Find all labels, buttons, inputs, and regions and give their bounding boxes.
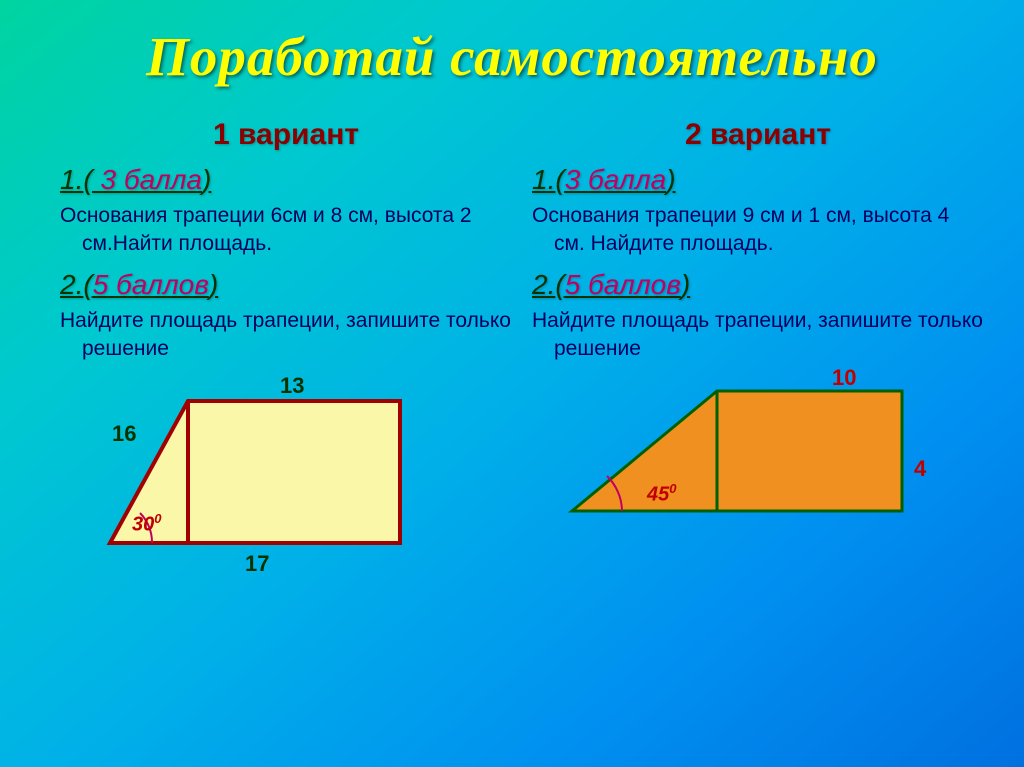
v2-t1-points: 3 балла: [565, 164, 667, 195]
v1-label-hyp: 16: [112, 421, 136, 447]
v2-svg: [552, 371, 952, 531]
v2-t1-paren: (: [555, 164, 564, 195]
v1-t2-paren: (: [83, 269, 92, 300]
v1-label-bottom: 17: [245, 551, 269, 577]
v1-label-top: 13: [280, 373, 304, 399]
v1-svg: [100, 371, 460, 591]
v2-angle-sup: 0: [669, 481, 676, 496]
variant-2: 2 вариант 1.(3 балла) Основания трапеции…: [532, 118, 984, 591]
v1-task1-text: Основания трапеции 6см и 8 см, высота 2 …: [60, 202, 512, 259]
v1-label-angle: 300: [132, 511, 161, 537]
v1-t1-points: 3 балла: [100, 164, 202, 195]
v2-label-right: 4: [914, 456, 926, 482]
v2-t2-paren: (: [555, 269, 564, 300]
v2-angle-val: 45: [647, 484, 669, 506]
v1-header: 1 вариант: [60, 118, 512, 152]
v2-task2-label: 2.(5 баллов): [532, 269, 984, 301]
v2-diagram: 10 4 450: [552, 371, 952, 551]
v1-t2-num: 2.: [60, 269, 83, 300]
v1-angle-sup: 0: [154, 511, 161, 526]
v2-label-top: 10: [832, 365, 856, 391]
v2-label-angle: 450: [647, 481, 676, 507]
v2-t2-close: ): [681, 269, 690, 300]
page-title: Поработай самостоятельно: [0, 0, 1024, 88]
v1-task2-text: Найдите площадь трапеции, запишите тольк…: [60, 307, 512, 364]
v1-t1-close: ): [202, 164, 211, 195]
columns: 1 вариант 1.( 3 балла) Основания трапеци…: [0, 88, 1024, 591]
v2-header: 2 вариант: [532, 118, 984, 152]
v2-task1-label: 1.(3 балла): [532, 164, 984, 196]
v1-angle-val: 30: [132, 514, 154, 536]
variant-1: 1 вариант 1.( 3 балла) Основания трапеци…: [60, 118, 512, 591]
v2-trapezoid: [572, 391, 902, 511]
v2-t2-points: 5 баллов: [565, 269, 681, 300]
v2-task1-text: Основания трапеции 9 см и 1 см, высота 4…: [532, 202, 984, 259]
v2-t1-close: ): [666, 164, 675, 195]
v2-t1-num: 1.: [532, 164, 555, 195]
v1-diagram: 13 16 300 17: [100, 371, 460, 591]
v1-task2-label: 2.(5 баллов): [60, 269, 512, 301]
v2-t2-num: 2.: [532, 269, 555, 300]
v1-t2-points: 5 баллов: [93, 269, 209, 300]
v1-t1-num: 1.: [60, 164, 83, 195]
v2-task2-text: Найдите площадь трапеции, запишите тольк…: [532, 307, 984, 364]
v1-task1-label: 1.( 3 балла): [60, 164, 512, 196]
v1-t2-close: ): [209, 269, 218, 300]
v1-t1-paren: (: [83, 164, 100, 195]
